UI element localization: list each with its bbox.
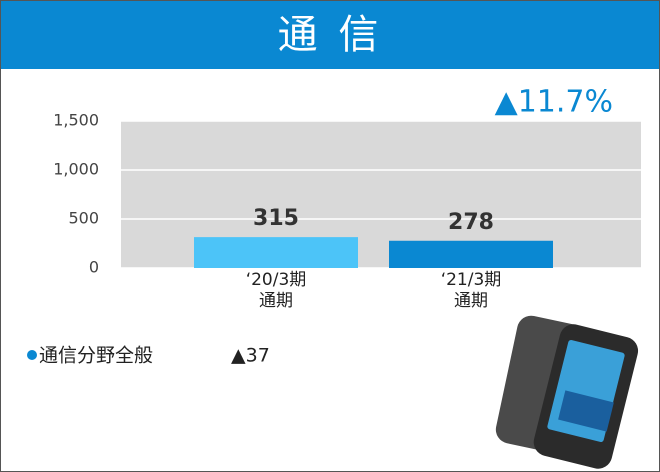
x-tick-label: ‘21/3期 通期	[391, 270, 551, 312]
annotation: ▲11.7%	[495, 85, 613, 120]
chart: ▲11.7% 通信分野全般 ▲37 0 500 1,000 1,500 315 278	[1, 1, 659, 471]
x-tick-label: ‘20/3期 通期	[196, 270, 356, 312]
value-label: 315	[253, 206, 299, 231]
bar	[389, 241, 553, 268]
bullet	[27, 350, 37, 360]
note-value: ▲37	[231, 345, 270, 367]
y-tick-label: 1,000	[53, 160, 99, 179]
y-tick-label: 0	[89, 258, 99, 277]
page: 通 信 ▲11.7% 通信分野全般 ▲37 05001,0001,5003152…	[0, 0, 660, 472]
bar	[194, 237, 358, 268]
phone-icon	[493, 313, 641, 471]
y-tick-label: 500	[68, 209, 99, 228]
note-label: 通信分野全般	[39, 345, 153, 367]
value-label: 278	[448, 210, 494, 235]
y-tick-label: 1,500	[53, 111, 99, 130]
